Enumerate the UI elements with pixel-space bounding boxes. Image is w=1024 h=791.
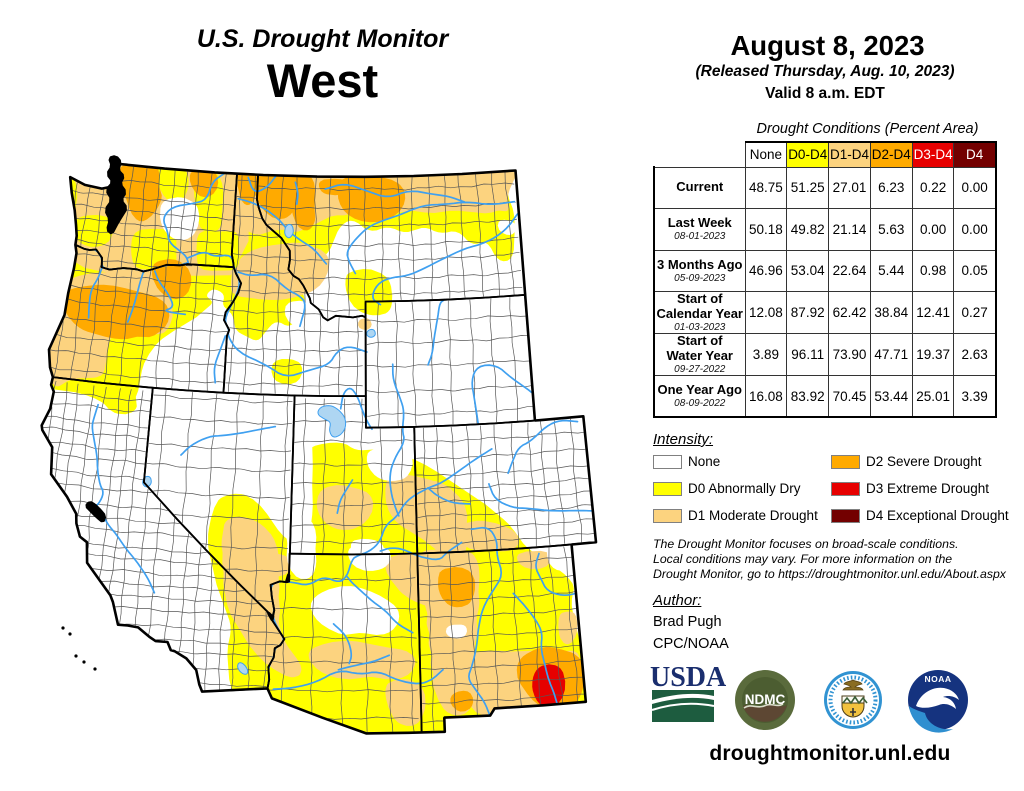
svg-text:NDMC: NDMC xyxy=(745,692,786,707)
svg-text:NOAA: NOAA xyxy=(924,674,951,684)
svg-text:USDA: USDA xyxy=(650,664,727,693)
